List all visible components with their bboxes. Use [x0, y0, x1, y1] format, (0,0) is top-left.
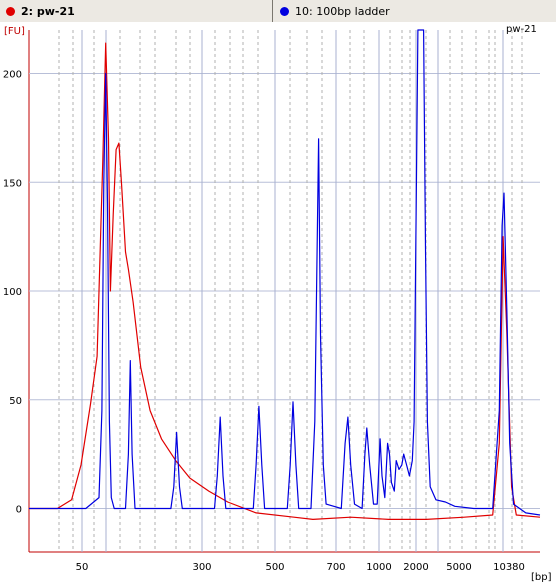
x-tick-label: 5000: [446, 562, 471, 573]
tab-divider: [272, 0, 273, 22]
tab-ladder[interactable]: 10: 100bp ladder: [280, 0, 390, 22]
chart-background: [0, 22, 556, 586]
tab-sample-label: 2: pw-21: [21, 4, 75, 18]
y-tick-label: 50: [9, 396, 22, 407]
x-tick-labels: 50 300 500 700 1000 2000 5000 10380: [76, 562, 525, 573]
y-tick-label: 100: [3, 287, 22, 298]
red-dot-icon: [6, 6, 15, 16]
series-ladder-line: [29, 29, 541, 516]
y-tick-label: 150: [3, 178, 22, 189]
y-axis-label: [FU]: [4, 26, 25, 37]
x-tick-label: 10380: [493, 562, 525, 573]
y-tick-labels: 0 50 100 150 200: [3, 70, 22, 516]
x-tick-label: 1000: [366, 562, 391, 573]
tab-ladder-label: 10: 100bp ladder: [295, 4, 390, 18]
y-tick-label: 200: [3, 70, 22, 81]
chart-title: pw-21: [506, 24, 537, 35]
x-tick-label: 500: [265, 562, 284, 573]
tab-sample[interactable]: 2: pw-21: [6, 0, 75, 22]
x-tick-label: 50: [76, 562, 89, 573]
x-tick-label: 700: [326, 562, 345, 573]
y-tick-label: 0: [16, 505, 22, 516]
x-tick-label: 2000: [403, 562, 428, 573]
vertical-grid: [58, 30, 523, 552]
electropherogram-chart: 0 50 100 150 200 50 300 500 700 1000 2000 5000 1038…: [0, 22, 556, 586]
trace-tab-bar: 2: pw-21 10: 100bp ladder: [0, 0, 556, 23]
series-sample-line: [29, 42, 541, 520]
series-group: [29, 29, 541, 520]
x-tick-label: 300: [192, 562, 211, 573]
blue-dot-icon: [280, 6, 289, 16]
x-axis-label: [bp]: [531, 572, 552, 583]
